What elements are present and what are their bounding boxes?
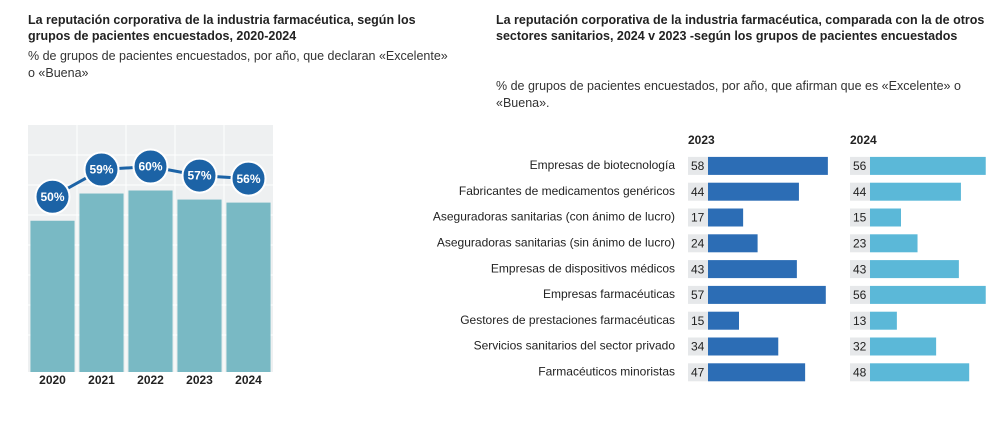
legend-label: 2023 — [688, 133, 715, 147]
value-label: 43 — [691, 262, 705, 276]
left-subtitle: % de grupos de pacientes encuestados, po… — [28, 49, 448, 80]
value-label: 32 — [853, 340, 867, 354]
value-box — [688, 311, 708, 330]
bar — [226, 202, 271, 372]
y-tick-label: Empresas farmacéuticas — [543, 287, 675, 301]
x-tick-label: 2022 — [137, 373, 164, 387]
y-tick-label: Servicios sanitarios del sector privado — [474, 339, 676, 353]
value-box — [688, 337, 708, 356]
marker — [181, 157, 218, 194]
value-label: 47 — [691, 365, 705, 379]
bar — [870, 208, 901, 227]
value-label: 50% — [40, 190, 64, 204]
value-label: 43 — [853, 262, 867, 276]
bar — [708, 234, 758, 253]
bar — [870, 285, 986, 304]
value-label: 56 — [853, 288, 867, 302]
value-box — [688, 260, 708, 279]
bar — [708, 285, 826, 304]
value-label: 60% — [138, 160, 162, 174]
x-tick-label: 2023 — [186, 373, 213, 387]
right-title: La reputación corporativa de la industri… — [496, 13, 985, 43]
value-label: 57 — [691, 288, 705, 302]
x-tick-label: 2021 — [88, 373, 115, 387]
bar — [708, 337, 779, 356]
y-tick-label: Aseguradoras sanitarias (sin ánimo de lu… — [437, 235, 675, 249]
bar — [708, 311, 739, 330]
bar — [177, 199, 222, 372]
value-box — [850, 156, 870, 175]
value-box — [688, 363, 708, 382]
legend-label: 2024 — [850, 133, 877, 147]
left-title: La reputación corporativa de la industri… — [28, 13, 416, 43]
value-box — [850, 285, 870, 304]
bar — [870, 260, 959, 279]
value-label: 15 — [691, 314, 705, 328]
value-label: 56% — [236, 172, 260, 186]
value-label: 23 — [853, 236, 867, 250]
bar — [708, 363, 806, 382]
value-box — [850, 363, 870, 382]
right-subtitle: % de grupos de pacientes encuestados, po… — [496, 79, 961, 110]
value-label: 17 — [691, 211, 705, 225]
value-box — [688, 208, 708, 227]
value-label: 56 — [853, 159, 867, 173]
bar — [870, 234, 918, 253]
y-tick-label: Empresas de dispositivos médicos — [491, 261, 675, 275]
value-label: 44 — [853, 185, 867, 199]
value-box — [850, 337, 870, 356]
bar — [870, 182, 961, 201]
value-box — [688, 182, 708, 201]
y-tick-label: Gestores de prestaciones farmacéuticas — [460, 313, 675, 327]
marker — [230, 160, 267, 197]
value-box — [850, 182, 870, 201]
y-tick-label: Empresas de biotecnología — [530, 158, 676, 172]
value-label: 13 — [853, 314, 867, 328]
value-label: 48 — [853, 365, 867, 379]
value-box — [850, 260, 870, 279]
bar — [708, 260, 797, 279]
x-tick-label: 2024 — [235, 373, 262, 387]
bar — [708, 182, 799, 201]
y-tick-label: Fabricantes de medicamentos genéricos — [459, 184, 675, 198]
marker — [132, 148, 169, 185]
value-box — [850, 208, 870, 227]
value-box — [688, 234, 708, 253]
bar — [708, 208, 744, 227]
bar — [870, 337, 937, 356]
marker — [83, 151, 120, 188]
value-box — [850, 311, 870, 330]
bar — [79, 193, 124, 372]
y-tick-label: Aseguradoras sanitarias (con ánimo de lu… — [433, 210, 675, 224]
value-box — [850, 234, 870, 253]
value-box — [688, 156, 708, 175]
value-label: 58 — [691, 159, 705, 173]
value-label: 57% — [187, 169, 211, 183]
marker — [34, 178, 71, 215]
value-label: 24 — [691, 236, 705, 250]
value-label: 44 — [691, 185, 705, 199]
value-label: 15 — [853, 211, 867, 225]
y-tick-label: Farmacéuticos minoristas — [538, 364, 675, 378]
bar — [708, 156, 828, 175]
bar — [30, 220, 75, 372]
value-box — [688, 285, 708, 304]
bar — [870, 363, 970, 382]
bar — [128, 190, 173, 372]
bar — [870, 311, 897, 330]
x-tick-label: 2020 — [39, 373, 66, 387]
value-label: 59% — [89, 163, 113, 177]
bar — [870, 156, 986, 175]
value-label: 34 — [691, 340, 705, 354]
